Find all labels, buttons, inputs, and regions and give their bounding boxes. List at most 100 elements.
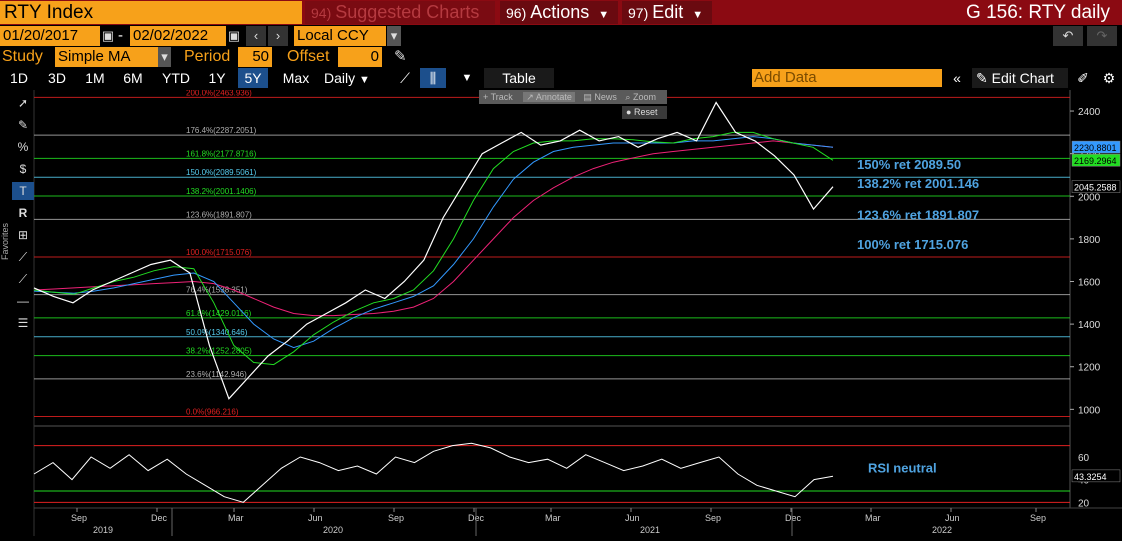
grid-icon[interactable]: ⊞ <box>17 228 29 242</box>
range-1d-button[interactable]: 1D <box>10 70 28 86</box>
calendar-icon[interactable]: ▣ <box>227 28 241 43</box>
hline-icon[interactable]: — <box>17 294 29 308</box>
x-tick-label: Dec <box>151 513 168 523</box>
zoom-button[interactable]: ⌕ Zoom <box>625 92 656 102</box>
range-1m-button[interactable]: 1M <box>85 70 105 86</box>
chart-title: G 156: RTY daily <box>966 2 1110 23</box>
news-label: News <box>594 92 617 102</box>
offset-input[interactable]: 0 <box>338 47 382 67</box>
y-tick-label: 1400 <box>1078 320 1101 331</box>
line-chart-icon[interactable]: ⟋ <box>400 70 410 86</box>
trendline-icon[interactable]: ⟋ <box>18 250 28 264</box>
fib-level-label: 23.6%(1142.946) <box>186 370 247 379</box>
range-1y-button[interactable]: 1Y <box>208 70 226 86</box>
dollar-icon[interactable]: $ <box>19 162 27 176</box>
range-5y-button[interactable]: 5Y <box>238 68 268 88</box>
r-tool-icon[interactable]: R <box>18 206 28 220</box>
actions-num: 96) <box>506 5 527 21</box>
x-tick-label: Sep <box>71 513 87 523</box>
collapse-icon[interactable]: « <box>953 70 961 86</box>
rsi-last-value: 43.3254 <box>1074 472 1107 482</box>
percent-icon[interactable]: % <box>17 140 29 154</box>
y-tick-label: 1800 <box>1078 235 1101 246</box>
table-button[interactable]: Table <box>484 68 554 88</box>
fib-level-label: 176.4%(2287.2051) <box>186 126 257 135</box>
x-year-label: 2019 <box>93 525 113 535</box>
period-input[interactable]: 50 <box>238 47 272 67</box>
ray-icon[interactable]: ⟋ <box>18 272 28 286</box>
reset-icon: ● <box>626 107 632 117</box>
range-6m-button[interactable]: 6M <box>123 70 143 86</box>
redo-icon[interactable]: ↷ <box>1087 26 1117 46</box>
chevron-down-icon: ▼ <box>359 74 370 86</box>
undo-icon[interactable]: ↶ <box>1053 26 1083 46</box>
fib-level-label: 200.0%(2463.936) <box>186 90 252 97</box>
start-date-field[interactable]: 01/20/2017 <box>0 26 100 46</box>
x-tick-label: Mar <box>545 513 561 523</box>
chevron-down-icon[interactable]: ▼ <box>461 72 473 84</box>
next-arrow-icon[interactable]: › <box>268 26 288 46</box>
offset-label: Offset <box>287 48 330 65</box>
rsi-last-tag <box>1071 469 1121 483</box>
reset-button[interactable]: ● Reset <box>622 106 667 119</box>
y-tick-label: 1000 <box>1078 405 1101 416</box>
add-data-input[interactable]: Add Data <box>752 69 942 87</box>
track-label: Track <box>490 92 513 102</box>
pen-icon[interactable]: ✎ <box>17 118 29 132</box>
prev-arrow-icon[interactable]: ‹ <box>246 26 266 46</box>
x-year-label: 2021 <box>640 525 660 535</box>
edit-annotation-icon[interactable]: ✐ <box>1077 70 1089 86</box>
range-3d-button[interactable]: 3D <box>48 70 66 86</box>
rsi-line <box>33 442 834 503</box>
fib-level-label: 50.0%(1340.646) <box>186 328 248 337</box>
bar-chart-icon[interactable]: ⫼ <box>420 68 446 88</box>
study-label: Study <box>2 48 43 65</box>
gear-icon[interactable]: ⚙ <box>1102 70 1116 86</box>
annotations: 150% ret 2089.50 138.2% ret 2001.146 123.6… <box>857 157 979 475</box>
chevron-down-icon[interactable]: ▾ <box>158 47 171 67</box>
chevron-down-icon: ▼ <box>598 9 610 21</box>
price-tag-label: 2169.2964 <box>1074 156 1117 166</box>
suggested-charts-label: Suggested Charts <box>335 2 480 22</box>
price-tag-label: 2230.8801 <box>1074 143 1117 153</box>
currency-select[interactable]: Local CCY <box>294 26 386 46</box>
chevron-down-icon[interactable]: ▾ <box>387 26 401 46</box>
fib-annotation: 150% ret 2089.50 <box>857 157 961 172</box>
fib-levels: 200.0%(2463.936) 176.4%(2287.2051) 161.8%(… <box>34 88 1070 418</box>
fib-level-label: 161.8%(2177.8716) <box>186 149 257 158</box>
suggested-charts-menu[interactable]: 94) Suggested Charts <box>305 1 495 24</box>
cursor-icon[interactable]: ➚ <box>17 96 29 110</box>
track-button[interactable]: + Track <box>483 92 513 102</box>
edit-num: 97) <box>628 5 649 21</box>
calendar-icon[interactable]: ▣ <box>101 28 115 43</box>
frequency-select[interactable]: Daily ▼ <box>324 68 382 88</box>
rsi-panel-bg <box>34 428 1070 508</box>
chart-svg[interactable]: 200.0%(2463.936) 176.4%(2287.2051) 161.8%(… <box>0 88 1122 536</box>
news-button[interactable]: ▤ News <box>583 92 617 102</box>
pencil-icon: ✎ <box>976 70 988 86</box>
fib-level-label: 100.0%(1715.076) <box>186 248 252 257</box>
channel-icon[interactable]: ☰ <box>17 316 29 330</box>
x-tick-label: Mar <box>228 513 244 523</box>
chart-area[interactable]: 200.0%(2463.936) 176.4%(2287.2051) 161.8%(… <box>0 88 1122 536</box>
range-max-button[interactable]: Max <box>282 70 310 86</box>
y-tick-label: 2000 <box>1078 192 1101 203</box>
fib-level-label: 138.2%(2001.1406) <box>186 187 257 196</box>
price-tag <box>1071 153 1121 167</box>
floating-toolbar: + Track ↗ Annotate ▤ News ⌕ Zoom <box>479 90 667 104</box>
actions-menu[interactable]: 96) Actions ▼ <box>500 1 618 24</box>
edit-menu[interactable]: 97) Edit ▼ <box>622 1 712 24</box>
annotate-button[interactable]: ↗ Annotate <box>523 92 575 102</box>
fib-level-label: 76.4%(1538.351) <box>186 286 248 295</box>
end-date-field[interactable]: 02/02/2022 <box>130 26 226 46</box>
suggested-charts-num: 94) <box>311 5 332 21</box>
text-cursor-icon[interactable]: T <box>12 182 34 200</box>
pencil-icon[interactable]: ✎ <box>394 48 407 65</box>
ticker-field[interactable]: RTY Index <box>0 1 302 24</box>
favorites-tab[interactable]: Favorites <box>0 222 10 260</box>
edit-chart-button[interactable]: ✎ Edit Chart <box>972 68 1068 88</box>
fib-level-label: 123.6%(1891.807) <box>186 210 252 219</box>
study-select[interactable]: Simple MA <box>55 47 158 67</box>
range-ytd-button[interactable]: YTD <box>162 70 190 86</box>
reset-label: Reset <box>633 107 658 117</box>
